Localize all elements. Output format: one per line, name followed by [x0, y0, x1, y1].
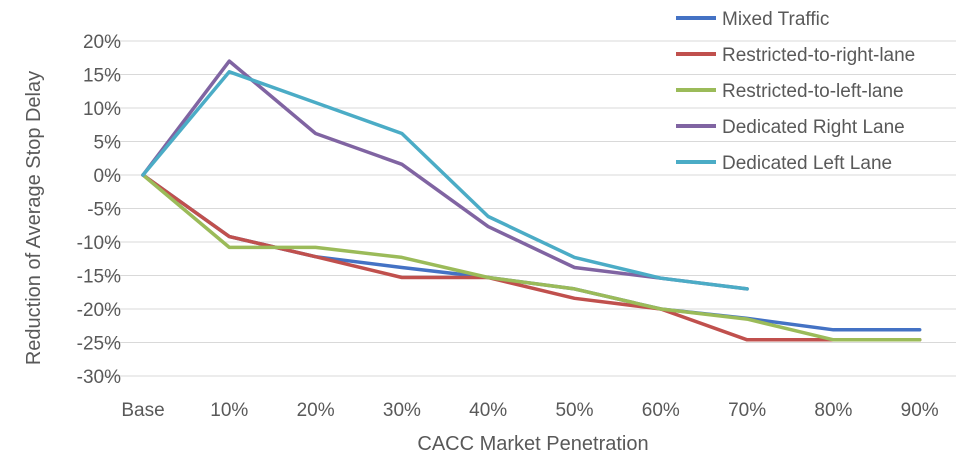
x-tick-label: 50% — [555, 400, 593, 421]
x-tick-label: 90% — [901, 400, 939, 421]
x-tick-label: 60% — [642, 400, 680, 421]
y-tick-label: -5% — [87, 200, 121, 221]
x-tick-label: 40% — [469, 400, 507, 421]
series-lines — [141, 59, 922, 342]
legend-label-mixed-traffic: Mixed Traffic — [722, 9, 829, 30]
y-tick-label: 10% — [83, 99, 121, 120]
y-tick-label: 5% — [94, 133, 122, 154]
y-tick-label: 0% — [94, 166, 122, 187]
x-tick-label: 70% — [728, 400, 766, 421]
y-tick-label: -25% — [77, 334, 121, 355]
legend-label-dedicated-right-lane: Dedicated Right Lane — [722, 117, 905, 138]
x-tick-label: Base — [121, 400, 164, 421]
x-tick-label: 80% — [814, 400, 852, 421]
y-tick-label: -15% — [77, 267, 121, 288]
y-tick-label: 20% — [83, 32, 121, 53]
series-line-dedicated-left-lane — [141, 70, 749, 291]
legend-label-restricted-to-left-lane: Restricted-to-left-lane — [722, 81, 904, 102]
y-tick-label: 15% — [83, 66, 121, 87]
x-tick-label: 20% — [297, 400, 335, 421]
y-tick-label: -30% — [77, 367, 121, 388]
legend: Mixed Traffic Restricted-to-right-lane Res… — [676, 9, 915, 174]
y-tick-label: -20% — [77, 300, 121, 321]
x-tick-label: 30% — [383, 400, 421, 421]
legend-label-dedicated-left-lane: Dedicated Left Lane — [722, 153, 892, 174]
x-tick-label: 10% — [210, 400, 248, 421]
series-line-mixed-traffic — [141, 173, 922, 332]
y-axis-ticks: 20% 15% 10% 5% 0% -5% -10% -15% -20% -25% -30% — [77, 32, 121, 388]
y-tick-label: -10% — [77, 233, 121, 254]
legend-label-restricted-to-right-lane: Restricted-to-right-lane — [722, 45, 915, 66]
x-axis-ticks: Base 10% 20% 30% 40% 50% 60% 70% 80% 90% — [121, 400, 938, 421]
series-line-restricted-to-left-lane — [141, 173, 922, 342]
y-axis-title: Reduction of Average Stop Delay — [23, 71, 45, 365]
series-line-restricted-to-right-lane — [141, 173, 922, 342]
x-axis-title: CACC Market Penetration — [417, 433, 648, 455]
